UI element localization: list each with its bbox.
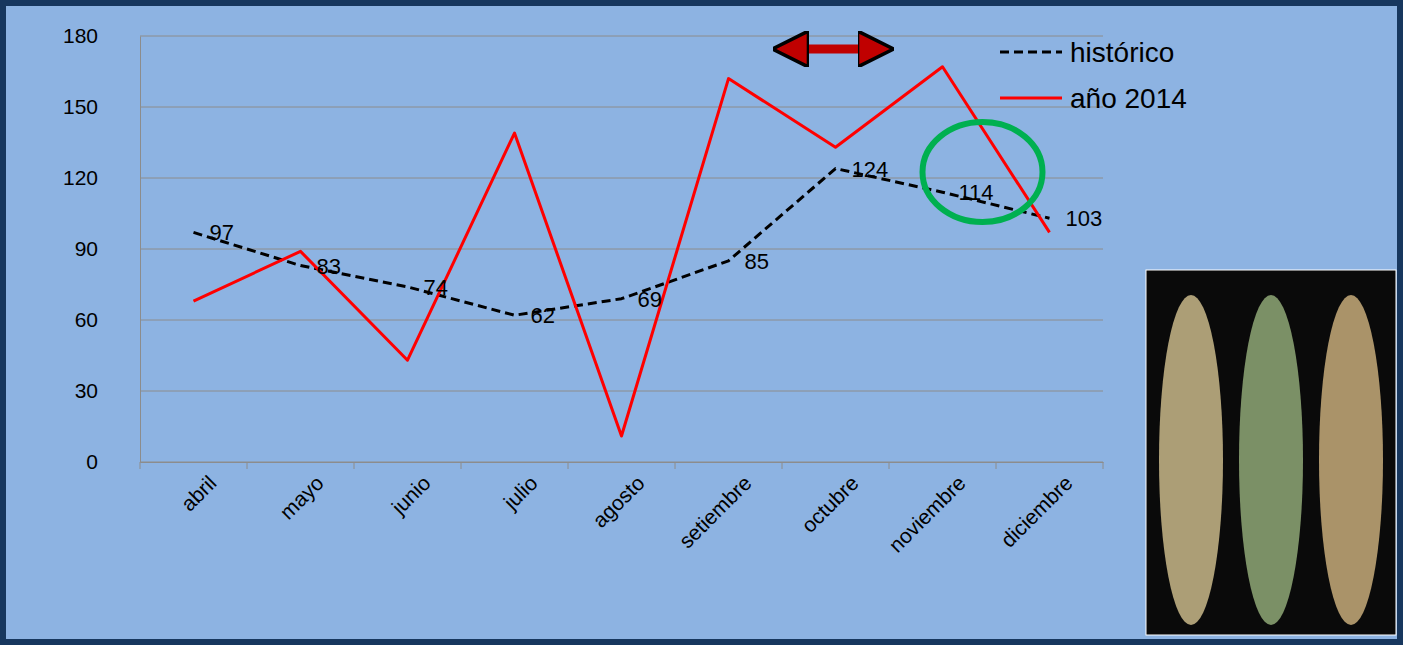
x-boundary-tick <box>247 462 248 469</box>
x-tick-label: diciembre <box>996 471 1077 552</box>
legend-swatch <box>1000 97 1062 100</box>
x-tick: diciembre <box>996 462 1077 552</box>
x-boundary-tick <box>568 462 569 469</box>
grid <box>140 36 1103 462</box>
y-tick: 30 <box>75 379 140 402</box>
annotations <box>791 49 1043 222</box>
y-tick-label: 90 <box>75 237 98 260</box>
plot: 0 30 60 90 120 150 180 abril mayo junio julio agost… <box>63 24 1104 556</box>
grid-line <box>140 178 1103 179</box>
x-boundary-tick <box>889 462 890 469</box>
y-axis: 0 30 60 90 120 150 180 <box>63 24 141 473</box>
x-tick-label: abril <box>176 471 220 515</box>
grid-line <box>140 36 1103 37</box>
double-arrow <box>791 45 876 54</box>
grid-line <box>140 107 1103 108</box>
grid-line <box>140 320 1103 321</box>
y-tick-label: 60 <box>75 308 98 331</box>
data-label: 103 <box>1066 206 1103 231</box>
data-labels: 97 83 74 62 69 85 124 114 103 <box>210 157 1103 329</box>
data-label: 97 <box>210 220 234 245</box>
y-tick: 120 <box>63 166 140 189</box>
y-tick: 180 <box>63 24 140 47</box>
background <box>6 6 1397 639</box>
data-label: 69 <box>638 287 662 312</box>
x-boundary-tick <box>675 462 676 469</box>
x-tick-label: octubre <box>797 471 863 537</box>
highlight-circle <box>923 122 1043 222</box>
legend-item: histórico <box>1000 37 1174 68</box>
y-tick-label: 180 <box>63 24 98 47</box>
grid-line <box>140 249 1103 250</box>
data-label: 83 <box>317 254 341 279</box>
y-tick-label: 120 <box>63 166 98 189</box>
grid-line <box>140 391 1103 392</box>
series-lines <box>194 67 1050 436</box>
grid-line <box>140 462 1103 463</box>
x-tick: setiembre <box>674 462 755 552</box>
legend-label: histórico <box>1070 37 1174 68</box>
x-tick-label: mayo <box>275 471 328 524</box>
series-line <box>194 67 1050 436</box>
x-tick-label: setiembre <box>674 471 755 552</box>
wheat-photo <box>1146 270 1396 635</box>
data-label: 74 <box>424 275 448 300</box>
legend: histórico año 2014 <box>1000 37 1187 114</box>
x-boundaries <box>140 462 1103 469</box>
x-tick-label: agosto <box>588 471 649 532</box>
x-tick-label: noviembre <box>884 471 970 557</box>
series-line <box>194 169 1050 316</box>
data-label: 124 <box>852 157 889 182</box>
x-tick: octubre <box>797 462 863 537</box>
legend-item: año 2014 <box>1000 83 1187 114</box>
data-label: 114 <box>959 180 994 205</box>
y-tick-label: 0 <box>86 450 98 473</box>
wheat-ear <box>1319 295 1383 625</box>
legend-label: año 2014 <box>1070 83 1187 114</box>
frame <box>0 0 1403 645</box>
y-tick-label: 150 <box>63 95 98 118</box>
x-tick: junio <box>386 462 434 519</box>
wheat-ear <box>1239 295 1303 625</box>
x-tick: julio <box>498 462 541 514</box>
chart-svg: 0 30 60 90 120 150 180 abril mayo junio julio agost… <box>0 0 1403 645</box>
x-tick-label: julio <box>498 471 541 514</box>
y-axis-line <box>140 37 141 463</box>
x-boundary-tick <box>782 462 783 469</box>
y-tick-label: 30 <box>75 379 98 402</box>
x-boundary-tick <box>140 462 141 469</box>
x-tick: agosto <box>588 462 649 532</box>
x-tick: mayo <box>275 462 328 524</box>
data-label: 85 <box>745 249 769 274</box>
legend-swatch <box>1000 51 1062 54</box>
x-boundary-tick <box>461 462 462 469</box>
y-tick: 0 <box>86 450 140 473</box>
x-tick: abril <box>176 462 220 515</box>
wheat-ear <box>1159 295 1223 625</box>
photo-frame <box>1146 270 1396 635</box>
x-axis: abril mayo junio julio agosto setiembre octubr… <box>140 462 1104 557</box>
y-tick: 150 <box>63 95 140 118</box>
y-tick: 90 <box>75 237 140 260</box>
x-tick: noviembre <box>884 462 970 557</box>
y-tick: 60 <box>75 308 140 331</box>
x-boundary-tick <box>996 462 997 469</box>
x-tick-label: junio <box>386 471 434 519</box>
x-axis-line <box>141 462 1104 463</box>
data-label: 62 <box>531 303 555 328</box>
x-boundary-tick <box>1103 462 1104 469</box>
x-boundary-tick <box>354 462 355 469</box>
